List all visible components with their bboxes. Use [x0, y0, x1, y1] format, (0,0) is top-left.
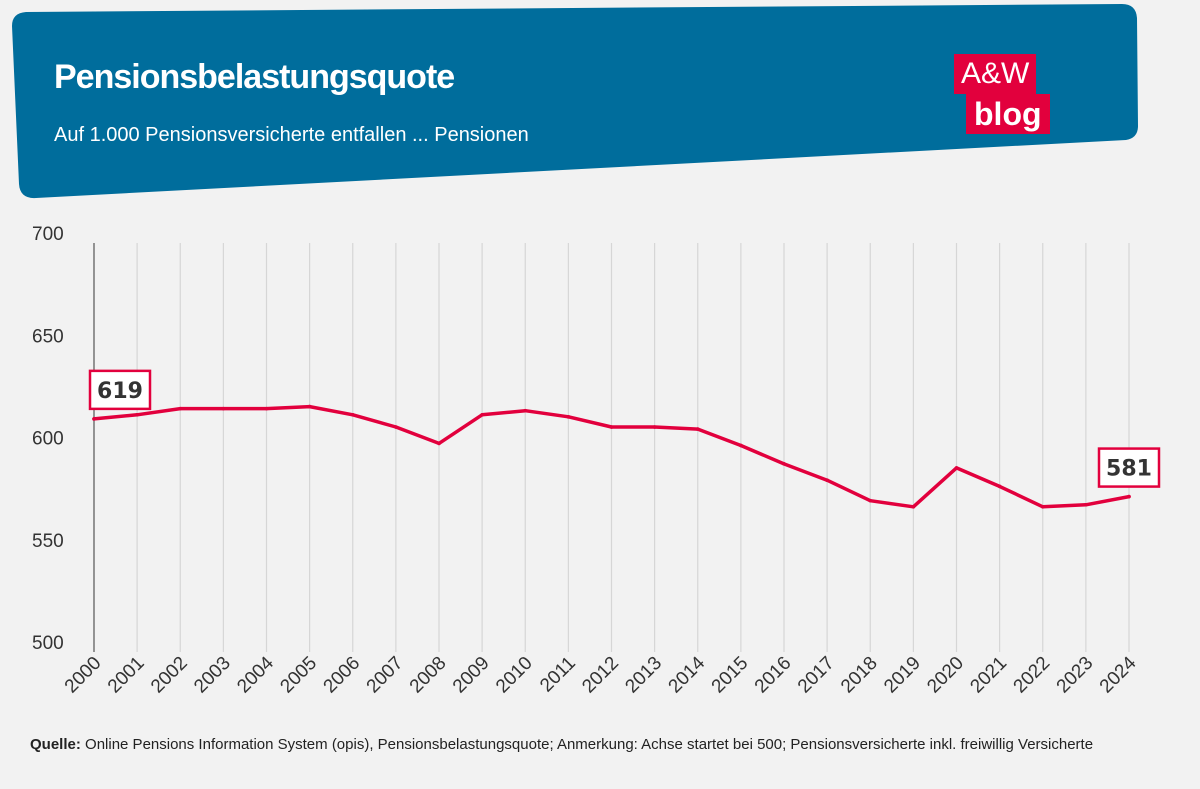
x-tick-label: 2023	[1053, 653, 1098, 698]
x-tick-label: 2010	[492, 653, 537, 698]
data-point-2013	[652, 425, 657, 429]
grid	[93, 243, 1130, 652]
aw-blog-logo: A&W blog	[954, 54, 1064, 138]
data-point-2019	[911, 505, 916, 509]
data-point-2003	[221, 406, 226, 411]
y-tick-label: 500	[32, 633, 64, 654]
data-point-2021	[997, 484, 1002, 489]
logo-line1: A&W	[954, 54, 1037, 94]
chart-subtitle: Auf 1.000 Pensionsversicherte entfallen …	[54, 124, 529, 146]
x-axis: 2000200120022003200420052006200720082009…	[61, 652, 1141, 697]
annotation-label-2024: 581	[1106, 457, 1152, 482]
y-tick-label: 650	[32, 326, 64, 347]
x-tick-label: 2014	[665, 652, 710, 697]
x-tick-label: 2007	[363, 653, 408, 698]
data-point-2015	[739, 443, 743, 448]
x-tick-label: 2005	[276, 653, 321, 698]
header-banner	[12, 4, 1138, 199]
x-tick-label: 2021	[966, 653, 1011, 698]
source-text: Online Pensions Information System (opis…	[85, 736, 1094, 753]
x-tick-label: 2017	[794, 653, 839, 698]
data-point-2000	[92, 417, 96, 421]
data-point-2018	[868, 498, 873, 503]
data-point-2004	[264, 406, 269, 411]
y-tick-label: 550	[32, 531, 64, 552]
annotation-box-2024	[1097, 447, 1161, 488]
x-tick-label: 2002	[147, 653, 192, 698]
source-note: Quelle: Online Pensions Information Syst…	[30, 736, 1093, 753]
annotations: 619 581	[88, 369, 1161, 488]
data-point-2011	[566, 415, 571, 419]
x-tick-label: 2009	[449, 653, 494, 698]
x-tick-label: 2016	[751, 653, 796, 698]
x-tick-label: 2013	[621, 653, 666, 698]
annotation-label-2000: 619	[97, 379, 143, 404]
x-tick-label: 2011	[536, 653, 580, 697]
y-tick-label: 700	[32, 224, 64, 245]
x-tick-label: 2004	[233, 652, 278, 697]
x-tick-label: 2019	[880, 653, 925, 698]
x-tick-label: 2000	[61, 653, 106, 698]
x-tick-label: 2003	[190, 653, 235, 698]
data-point-2016	[782, 462, 786, 466]
data-point-2006	[350, 412, 355, 417]
data-point-2017	[825, 478, 829, 483]
x-tick-label: 2018	[837, 653, 882, 698]
x-tick-label: 2020	[923, 653, 968, 698]
x-tick-label: 2006	[320, 653, 365, 698]
x-tick-label: 2001	[104, 653, 149, 698]
data-point-2022	[1040, 505, 1045, 509]
annotation-box-2000	[88, 369, 152, 411]
data-point-2020	[954, 466, 959, 470]
x-tick-label: 2008	[406, 653, 451, 698]
data-point-2014	[695, 427, 700, 431]
data-point-2024	[1127, 494, 1131, 499]
y-tick-label: 600	[32, 429, 64, 450]
chart-title: Pensionsbelastungsquote	[54, 58, 455, 96]
data-point-2023	[1084, 502, 1088, 507]
series-layer	[92, 404, 1131, 509]
data-point-2012	[609, 425, 614, 429]
data-point-2010	[523, 408, 528, 413]
x-tick-label: 2024	[1096, 652, 1141, 697]
x-tick-label: 2015	[708, 653, 753, 698]
data-point-2005	[307, 404, 312, 409]
source-label: Quelle:	[30, 736, 81, 753]
data-point-2008	[437, 441, 441, 446]
logo-line2: blog	[966, 94, 1050, 134]
data-point-2001	[135, 412, 139, 417]
data-point-2002	[178, 406, 183, 411]
y-axis: 500 550 600 650 700	[32, 224, 64, 654]
x-tick-label: 2022	[1010, 653, 1055, 698]
data-point-2007	[394, 425, 398, 429]
data-point-2009	[480, 412, 484, 417]
x-tick-label: 2012	[578, 653, 623, 698]
